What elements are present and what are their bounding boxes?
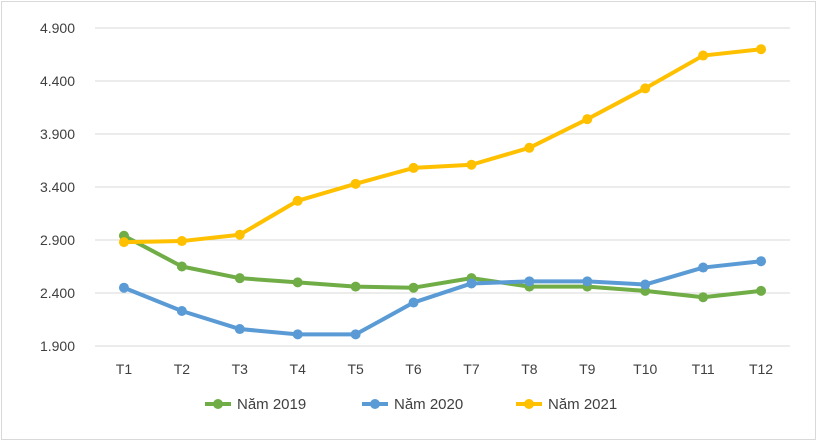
data-point (118, 237, 129, 248)
x-tick-label: T7 (463, 361, 480, 377)
legend-item: Năm 2021 (516, 396, 617, 413)
series-2 (118, 256, 767, 340)
x-tick-label: T12 (749, 361, 773, 377)
x-tick-label: T1 (116, 361, 133, 377)
data-point (176, 261, 187, 272)
x-tick-label: T2 (174, 361, 191, 377)
series-line (121, 233, 764, 300)
data-point (756, 285, 767, 296)
legend-swatch-marker (213, 399, 223, 409)
legend: Năm 2019 Năm 2020 Năm 2021 (205, 396, 617, 413)
data-point (234, 229, 245, 240)
y-axis: 1.900 2.400 2.900 3.400 3.900 4.400 4.900 (40, 20, 75, 354)
data-point (292, 277, 303, 288)
x-axis: T1 T2 T3 T4 T5 T6 T7 T8 T9 T10 T11 T12 (116, 361, 774, 377)
x-tick-label: T3 (232, 361, 249, 377)
x-tick-label: T4 (290, 361, 307, 377)
legend-label: Năm 2021 (548, 396, 617, 413)
data-point (408, 162, 419, 173)
data-point (466, 278, 477, 289)
data-point (698, 292, 709, 303)
data-point (176, 306, 187, 317)
data-point (640, 83, 651, 94)
data-point (756, 44, 767, 55)
data-point (350, 329, 361, 340)
x-tick-label: T5 (347, 361, 364, 377)
data-point (466, 159, 477, 170)
series-3 (118, 44, 767, 248)
data-point (640, 279, 651, 290)
data-point (524, 142, 535, 153)
y-tick-label: 3.400 (40, 179, 75, 195)
data-point (408, 282, 419, 293)
legend-swatch-marker (370, 399, 380, 409)
y-tick-label: 4.400 (40, 73, 75, 89)
legend-label: Năm 2020 (394, 396, 463, 413)
legend-item: Năm 2020 (362, 396, 463, 413)
series-group (118, 44, 767, 340)
y-tick-label: 4.900 (40, 20, 75, 36)
y-tick-label: 1.900 (40, 338, 75, 354)
y-tick-label: 2.400 (40, 285, 75, 301)
data-point (698, 50, 709, 61)
data-point (292, 195, 303, 206)
data-point (234, 273, 245, 284)
x-tick-label: T11 (692, 361, 715, 377)
data-point (350, 281, 361, 292)
data-point (582, 276, 593, 287)
data-point (408, 297, 419, 308)
data-point (756, 256, 767, 267)
data-point (350, 178, 361, 189)
data-point (234, 324, 245, 335)
data-point (292, 329, 303, 340)
y-tick-label: 3.900 (40, 126, 75, 142)
x-tick-label: T8 (521, 361, 538, 377)
legend-swatch-marker (524, 399, 534, 409)
series-line (121, 47, 764, 245)
data-point (118, 282, 129, 293)
legend-item: Năm 2019 (205, 396, 306, 413)
y-tick-label: 2.900 (40, 232, 75, 248)
data-point (698, 262, 709, 273)
legend-label: Năm 2019 (237, 396, 306, 413)
data-point (524, 276, 535, 287)
x-tick-label: T6 (405, 361, 422, 377)
series-line (121, 259, 764, 337)
data-point (176, 236, 187, 247)
x-tick-label: T9 (579, 361, 596, 377)
x-tick-label: T10 (633, 361, 657, 377)
gridlines (95, 27, 790, 347)
data-point (582, 114, 593, 125)
